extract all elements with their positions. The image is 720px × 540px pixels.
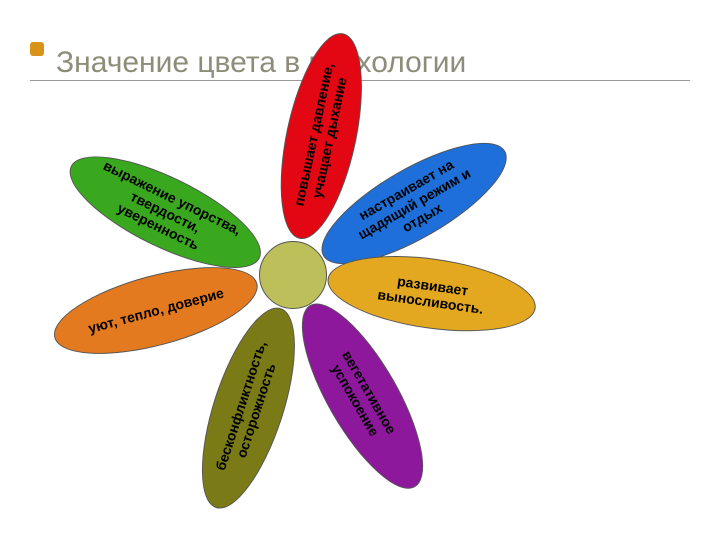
flower-center — [259, 241, 327, 309]
petal-label-orange: уют, тепло, доверие — [86, 285, 225, 337]
petal-label-gold: развивает выносливость. — [348, 266, 515, 321]
petal-label-red: повышает давление, учащает дыхание — [289, 53, 355, 220]
petal-label-olive: бесконфликтно​сть, осторожность — [208, 325, 289, 491]
flower-diagram: повышает давление, учащает дыханиенастра… — [0, 0, 720, 540]
